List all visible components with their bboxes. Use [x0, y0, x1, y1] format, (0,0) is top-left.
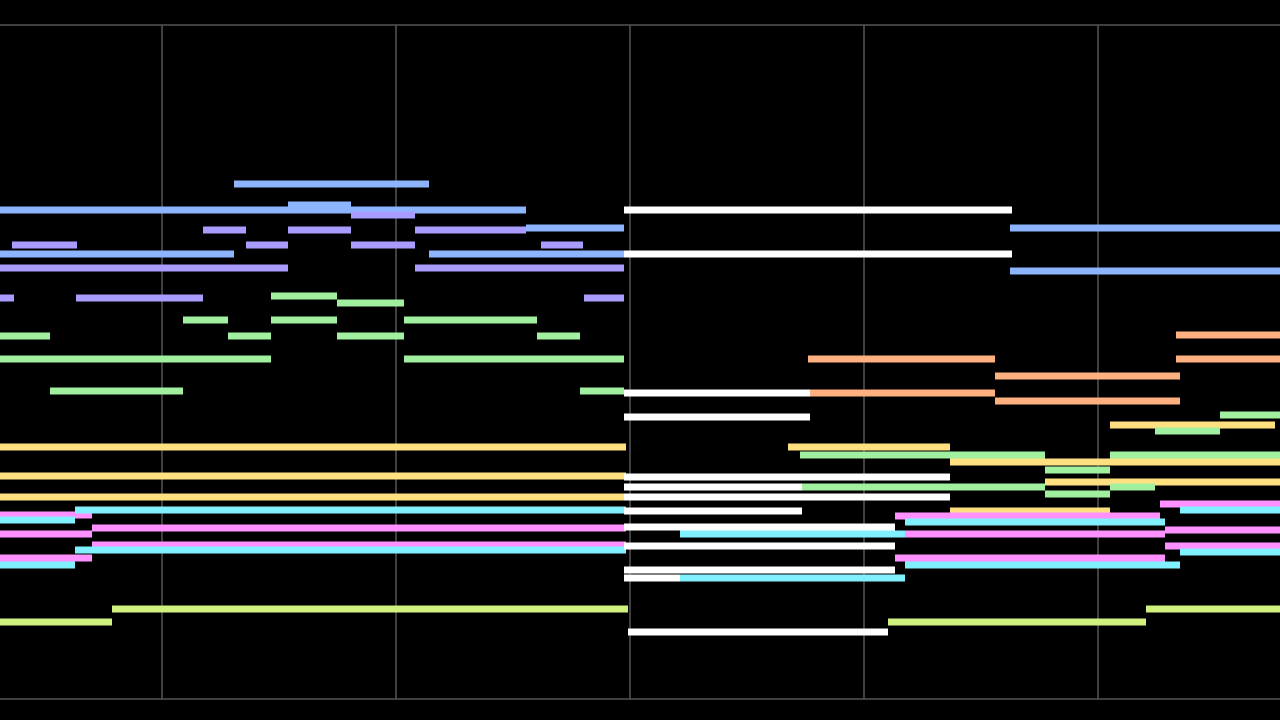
note-bar: [0, 561, 75, 569]
note-bar: [1165, 526, 1280, 534]
note-bar: [1176, 355, 1280, 363]
note-bar: [228, 332, 271, 340]
note-bar: [404, 316, 537, 324]
note-bar: [810, 389, 995, 397]
note-bar: [580, 387, 624, 395]
note-bar: [1165, 542, 1280, 550]
note-bar: [75, 546, 626, 554]
note-bar: [624, 413, 810, 421]
note-bar: [183, 316, 228, 324]
note-bar: [1180, 548, 1280, 556]
note-bar: [246, 241, 288, 249]
note-bar: [1045, 478, 1110, 486]
note-bar: [1110, 478, 1280, 486]
note-bar: [888, 618, 1146, 626]
note-bar: [541, 241, 583, 249]
note-bar: [1155, 427, 1220, 435]
note-bar: [624, 507, 802, 515]
note-bar: [288, 226, 351, 234]
note-bar: [0, 294, 14, 302]
note-bar: [624, 523, 895, 531]
note-bar: [808, 355, 995, 363]
note-bar: [1180, 506, 1280, 514]
note-bar: [624, 250, 1012, 258]
note-bar: [624, 493, 950, 501]
note-bar: [203, 226, 246, 234]
note-bar: [0, 443, 626, 451]
note-bar: [1110, 451, 1280, 459]
note-bar: [0, 264, 288, 272]
note-bar: [905, 530, 1165, 538]
note-bar: [0, 618, 112, 626]
note-bar: [0, 516, 75, 524]
note-bar: [584, 294, 624, 302]
note-bar: [415, 264, 624, 272]
note-bar: [628, 628, 888, 636]
note-bar: [895, 554, 1165, 562]
note-bar: [995, 397, 1180, 405]
note-bar: [950, 507, 1110, 515]
note-bar: [271, 292, 337, 300]
note-bar: [1045, 466, 1110, 474]
note-bar: [429, 250, 624, 258]
note-bar: [351, 211, 415, 219]
note-bar: [50, 387, 183, 395]
note-bar: [288, 201, 351, 209]
note-bar: [526, 224, 624, 232]
note-bar: [12, 241, 77, 249]
note-bar: [624, 574, 680, 582]
note-bar: [680, 574, 905, 582]
note-bar: [1045, 490, 1110, 498]
note-bar: [0, 493, 626, 501]
note-bar: [0, 511, 92, 519]
note-bar: [337, 299, 404, 307]
note-bar: [0, 206, 526, 214]
note-bar: [788, 443, 950, 451]
note-bar: [1160, 500, 1280, 508]
note-bar: [995, 372, 1180, 380]
note-bar: [895, 512, 1160, 520]
note-bar: [624, 542, 895, 550]
note-bar: [0, 530, 92, 538]
note-bar: [234, 180, 429, 188]
note-bar: [415, 226, 526, 234]
note-bar: [1010, 267, 1280, 275]
note-bar: [92, 524, 626, 532]
note-bar: [624, 206, 1012, 214]
note-bar: [92, 541, 626, 549]
note-bar: [905, 561, 1180, 569]
note-bar: [800, 451, 1045, 459]
note-bar: [404, 355, 624, 363]
note-bar: [337, 332, 404, 340]
note-bar: [624, 483, 802, 491]
note-bar: [1146, 605, 1280, 613]
note-bar: [0, 355, 271, 363]
note-bar: [680, 530, 905, 538]
note-bar: [0, 472, 626, 480]
note-bar: [1110, 421, 1275, 429]
note-bar: [0, 554, 92, 562]
note-bar: [905, 518, 1165, 526]
note-bar: [75, 506, 626, 514]
note-bar: [537, 332, 580, 340]
note-bar: [76, 294, 203, 302]
note-bar: [0, 332, 50, 340]
note-bar: [351, 241, 415, 249]
note-bar: [112, 605, 628, 613]
note-bar: [1010, 224, 1280, 232]
note-bar: [1110, 483, 1155, 491]
note-bar: [624, 473, 950, 481]
note-bar: [271, 316, 337, 324]
note-bar: [624, 566, 895, 574]
note-bar: [0, 250, 234, 258]
note-bar: [624, 389, 810, 397]
note-bar: [800, 483, 1045, 491]
note-bar: [1176, 331, 1280, 339]
note-bar: [950, 458, 1280, 466]
note-bar: [1220, 411, 1280, 419]
